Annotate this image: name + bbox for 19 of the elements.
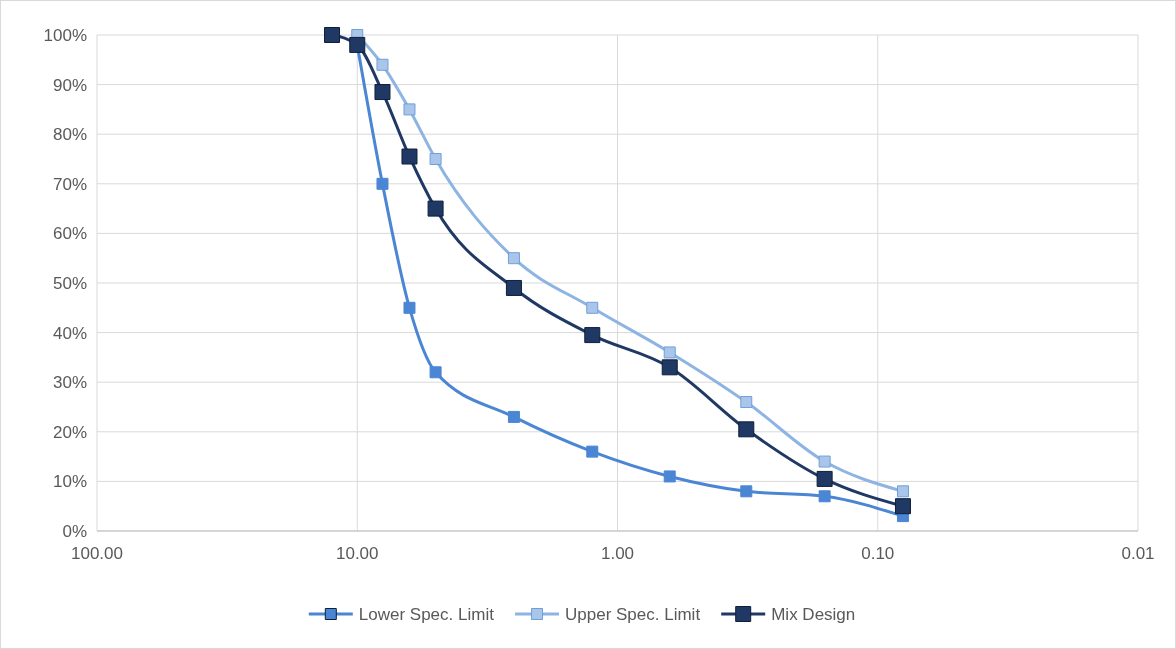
y-tick-label: 90% (52, 75, 87, 95)
y-tick-label: 70% (52, 174, 87, 194)
y-tick-label: 20% (52, 422, 87, 442)
y-tick-label: 100% (43, 25, 87, 45)
legend-label: Upper Spec. Limit (565, 604, 701, 624)
y-tick-label: 10% (52, 472, 87, 492)
x-tick-label: 1.00 (600, 544, 635, 563)
x-tick-label: 0.01 (1121, 544, 1155, 563)
x-tick-label: 100.00 (71, 544, 123, 563)
x-tick-label: 0.10 (861, 544, 895, 563)
y-tick-label: 30% (52, 373, 87, 393)
x-tick-label: 10.00 (335, 544, 379, 563)
legend-label: Lower Spec. Limit (358, 604, 495, 624)
y-tick-label: 0% (62, 521, 87, 541)
y-tick-label: 50% (52, 273, 87, 293)
y-tick-label: 60% (52, 224, 87, 244)
legend-label: Mix Design (771, 604, 856, 624)
y-tick-label: 80% (52, 125, 87, 145)
y-tick-label: 40% (52, 323, 87, 343)
